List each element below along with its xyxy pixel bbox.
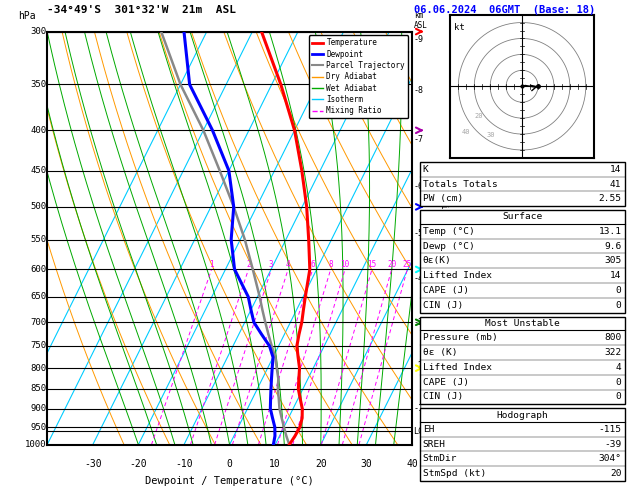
Text: StmDir: StmDir — [423, 454, 457, 464]
Text: -30: -30 — [84, 459, 102, 469]
Text: 30: 30 — [360, 459, 372, 469]
Text: -10: -10 — [175, 459, 193, 469]
Text: 20: 20 — [387, 260, 396, 269]
Text: -2: -2 — [414, 362, 424, 370]
Text: 13.1: 13.1 — [598, 226, 621, 236]
Text: 25: 25 — [403, 260, 412, 269]
Text: 20: 20 — [610, 469, 621, 478]
Text: 400: 400 — [30, 126, 47, 135]
Text: 900: 900 — [30, 404, 47, 413]
Text: Pressure (mb): Pressure (mb) — [423, 333, 498, 342]
Text: kt: kt — [454, 22, 464, 32]
Text: Lifted Index: Lifted Index — [423, 271, 492, 280]
Text: © weatheronline.co.uk: © weatheronline.co.uk — [470, 465, 574, 474]
Text: 350: 350 — [30, 80, 47, 89]
Text: Lifted Index: Lifted Index — [423, 363, 492, 372]
Text: 800: 800 — [604, 333, 621, 342]
Text: StmSpd (kt): StmSpd (kt) — [423, 469, 486, 478]
Text: -5: -5 — [414, 229, 424, 238]
Text: 1: 1 — [209, 260, 214, 269]
Text: Totals Totals: Totals Totals — [423, 179, 498, 189]
Text: CAPE (J): CAPE (J) — [423, 378, 469, 387]
Text: -4: -4 — [414, 274, 424, 283]
Text: LCL: LCL — [413, 427, 428, 436]
Text: PW (cm): PW (cm) — [423, 194, 463, 204]
Text: 4: 4 — [286, 260, 291, 269]
Text: Dewpoint / Temperature (°C): Dewpoint / Temperature (°C) — [145, 476, 314, 486]
Text: 600: 600 — [30, 265, 47, 274]
Text: 14: 14 — [610, 165, 621, 174]
Text: 322: 322 — [604, 348, 621, 357]
Text: 14: 14 — [610, 271, 621, 280]
Text: θε (K): θε (K) — [423, 348, 457, 357]
Text: 8: 8 — [328, 260, 333, 269]
Text: 300: 300 — [30, 27, 47, 36]
Text: 550: 550 — [30, 235, 47, 244]
Text: EH: EH — [423, 425, 434, 434]
Text: Mixing Ratio (g/kg): Mixing Ratio (g/kg) — [438, 187, 447, 289]
Text: 20: 20 — [315, 459, 326, 469]
Text: K: K — [423, 165, 428, 174]
Text: 1000: 1000 — [25, 440, 47, 449]
Text: 500: 500 — [30, 202, 47, 211]
Text: 41: 41 — [610, 179, 621, 189]
Text: 950: 950 — [30, 423, 47, 432]
Text: 0: 0 — [616, 286, 621, 295]
Text: 10: 10 — [269, 459, 281, 469]
Text: 30: 30 — [487, 132, 496, 138]
Text: θε(K): θε(K) — [423, 256, 452, 265]
Text: 800: 800 — [30, 364, 47, 373]
Text: 9.6: 9.6 — [604, 242, 621, 251]
Text: SREH: SREH — [423, 439, 446, 449]
Text: 450: 450 — [30, 166, 47, 175]
Text: -7: -7 — [414, 135, 424, 144]
Text: -8: -8 — [414, 86, 424, 95]
Text: 40: 40 — [462, 129, 470, 135]
Text: -9: -9 — [414, 35, 424, 45]
Text: Hodograph: Hodograph — [496, 411, 548, 419]
Text: Most Unstable: Most Unstable — [485, 319, 559, 328]
Text: -3: -3 — [414, 318, 424, 328]
Text: 2: 2 — [246, 260, 251, 269]
Text: 6: 6 — [310, 260, 315, 269]
Text: -1: -1 — [414, 403, 424, 413]
Text: hPa: hPa — [18, 11, 36, 21]
Text: CAPE (J): CAPE (J) — [423, 286, 469, 295]
Text: -34°49'S  301°32'W  21m  ASL: -34°49'S 301°32'W 21m ASL — [47, 4, 236, 15]
Text: 2.55: 2.55 — [598, 194, 621, 204]
Text: 700: 700 — [30, 318, 47, 327]
Text: -39: -39 — [604, 439, 621, 449]
Text: km
ASL: km ASL — [414, 11, 428, 30]
Text: 0: 0 — [616, 378, 621, 387]
Text: -115: -115 — [598, 425, 621, 434]
Text: 305: 305 — [604, 256, 621, 265]
Text: 15: 15 — [367, 260, 377, 269]
Text: CIN (J): CIN (J) — [423, 301, 463, 310]
Text: 0: 0 — [616, 301, 621, 310]
Text: Temp (°C): Temp (°C) — [423, 226, 474, 236]
Text: 3: 3 — [269, 260, 274, 269]
Text: CIN (J): CIN (J) — [423, 392, 463, 401]
Text: Dewp (°C): Dewp (°C) — [423, 242, 474, 251]
Text: 10: 10 — [340, 260, 350, 269]
Text: 20: 20 — [474, 113, 483, 119]
Text: 304°: 304° — [598, 454, 621, 464]
Text: -20: -20 — [130, 459, 147, 469]
Text: 06.06.2024  06GMT  (Base: 18): 06.06.2024 06GMT (Base: 18) — [414, 4, 595, 15]
Text: 0: 0 — [226, 459, 233, 469]
Text: Surface: Surface — [502, 212, 542, 222]
Text: 750: 750 — [30, 342, 47, 350]
Legend: Temperature, Dewpoint, Parcel Trajectory, Dry Adiabat, Wet Adiabat, Isotherm, Mi: Temperature, Dewpoint, Parcel Trajectory… — [309, 35, 408, 118]
Text: 40: 40 — [406, 459, 418, 469]
Text: 4: 4 — [616, 363, 621, 372]
Text: -6: -6 — [414, 182, 424, 191]
Text: 650: 650 — [30, 293, 47, 301]
Text: 0: 0 — [616, 392, 621, 401]
Text: 850: 850 — [30, 384, 47, 394]
